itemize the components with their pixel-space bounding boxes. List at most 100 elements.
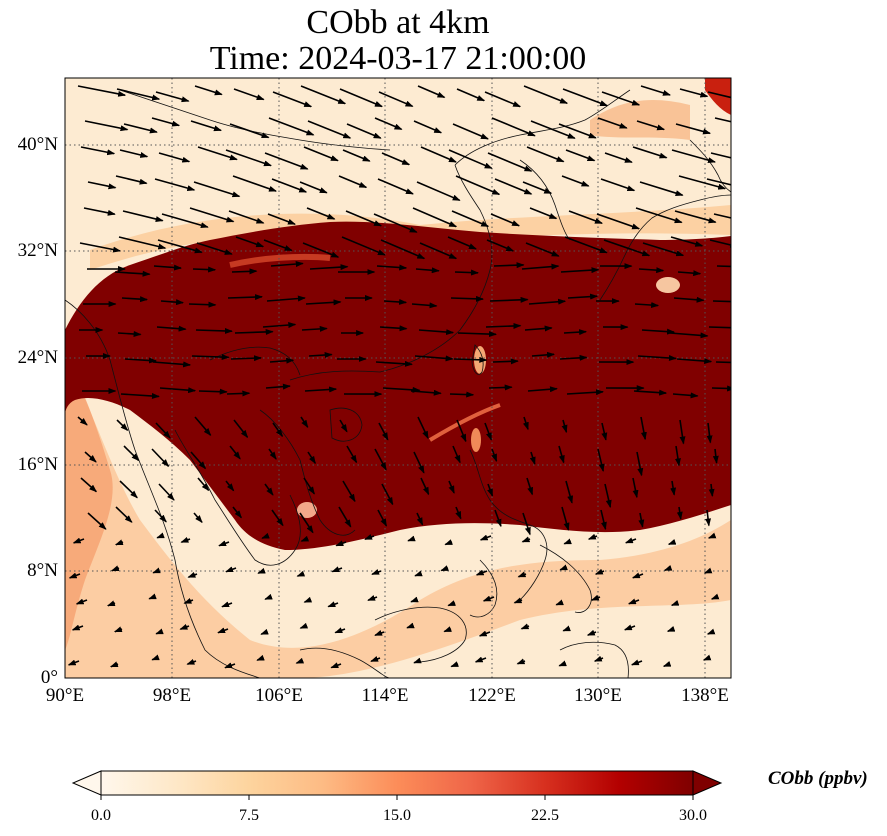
wind-arrow	[77, 85, 127, 97]
y-tick-label: 0°	[40, 667, 58, 688]
wind-arrow	[516, 658, 526, 665]
wind-arrow	[703, 567, 713, 574]
wind-arrow	[455, 175, 501, 196]
wind-arrow	[193, 512, 203, 524]
wind-arrow	[410, 389, 442, 396]
wind-arrow	[152, 567, 161, 574]
wind-arrow	[154, 509, 167, 523]
wind-arrow	[80, 146, 116, 156]
wind-arrow	[413, 451, 425, 474]
wind-arrow	[513, 597, 523, 604]
colorbar-tick-label: 15.0	[383, 807, 411, 824]
map-title-line1: CObb at 4km	[306, 4, 490, 41]
wind-arrow	[161, 213, 209, 229]
wind-arrow	[378, 422, 389, 441]
wind-arrow	[413, 657, 422, 664]
wind-arrow	[334, 627, 346, 634]
wind-arrow	[381, 152, 411, 166]
wind-arrow	[197, 477, 210, 492]
wind-arrow	[490, 213, 521, 227]
wind-arrow	[77, 416, 88, 426]
wind-arrow	[479, 534, 492, 541]
wind-arrow	[524, 325, 553, 332]
wind-arrow	[198, 388, 228, 395]
wind-arrow	[228, 210, 265, 224]
wind-arrow	[263, 239, 293, 252]
wind-arrow	[299, 181, 328, 194]
colorbar-tick-label: 0.0	[91, 807, 111, 824]
wind-arrow	[711, 385, 731, 392]
wind-arrow	[155, 628, 164, 635]
wind-arrow	[561, 506, 570, 531]
cobb-streak-north	[229, 253, 331, 268]
wind-arrow	[217, 627, 229, 634]
wind-arrow	[710, 152, 731, 159]
wind-arrow	[367, 595, 378, 602]
wind-arrow	[296, 570, 306, 577]
wind-arrow	[302, 242, 340, 258]
wind-arrow	[529, 207, 558, 220]
wind-arrow	[676, 506, 683, 520]
wind-arrow	[295, 657, 305, 664]
wind-arrow	[410, 596, 419, 603]
wind-arrow	[670, 236, 704, 247]
wind-arrow	[631, 572, 644, 579]
wind-arrow	[707, 532, 717, 539]
wind-arrow	[702, 654, 712, 661]
wind-arrow	[122, 210, 164, 222]
wind-arrow	[264, 483, 274, 496]
wind-arrow	[300, 535, 310, 542]
wind-arrow	[531, 351, 555, 358]
wind-arrow	[224, 662, 236, 669]
wind-arrow	[83, 207, 116, 216]
wind-arrow	[309, 264, 349, 271]
wind-arrow	[374, 117, 403, 131]
wind-arrow	[116, 419, 129, 431]
wind-arrow	[113, 626, 123, 633]
wind-arrow	[303, 477, 315, 495]
cobb-high-northeast-corner	[705, 78, 731, 115]
wind-arrow	[196, 242, 233, 255]
wind-arrow	[346, 123, 382, 139]
wind-arrow	[677, 270, 702, 277]
y-tick-label: 16°N	[17, 454, 58, 475]
wind-arrow	[233, 419, 249, 439]
wind-arrow	[530, 120, 576, 140]
wind-arrow	[116, 88, 161, 101]
wind-arrow	[452, 445, 461, 464]
wind-arrow	[593, 655, 604, 662]
wind-arrow	[640, 416, 647, 441]
wind-arrow	[449, 391, 475, 398]
wind-arrow	[67, 659, 80, 666]
wind-arrow	[563, 538, 572, 545]
wind-arrow	[106, 600, 116, 607]
wind-arrow	[624, 537, 637, 544]
wind-arrow	[662, 661, 672, 668]
wind-arrow	[364, 534, 375, 541]
wind-arrow	[411, 302, 438, 309]
wind-arrow	[303, 146, 339, 162]
wind-arrow	[155, 422, 171, 439]
wind-arrow	[596, 213, 641, 230]
wind-arrow	[452, 123, 489, 140]
wind-arrow	[447, 600, 456, 607]
wind-arrow	[416, 181, 461, 202]
wind-arrow	[675, 123, 711, 135]
wind-arrow	[229, 123, 270, 139]
wind-arrow	[604, 483, 612, 509]
map-plot-area	[65, 78, 731, 678]
wind-arrow	[377, 178, 414, 195]
x-tick-label: 130°E	[574, 685, 622, 706]
wind-arrow	[257, 567, 266, 574]
wind-arrow	[159, 387, 197, 394]
wind-arrow	[482, 595, 495, 602]
wind-arrow	[637, 354, 677, 361]
wind-arrow	[632, 477, 639, 499]
wind-arrow	[158, 483, 175, 501]
wind-arrow	[450, 295, 484, 302]
wind-arrow	[563, 329, 588, 336]
wind-arrow	[191, 354, 230, 361]
wind-arrow	[679, 419, 686, 445]
wind-arrow	[179, 623, 190, 630]
wind-arrow	[218, 540, 230, 547]
